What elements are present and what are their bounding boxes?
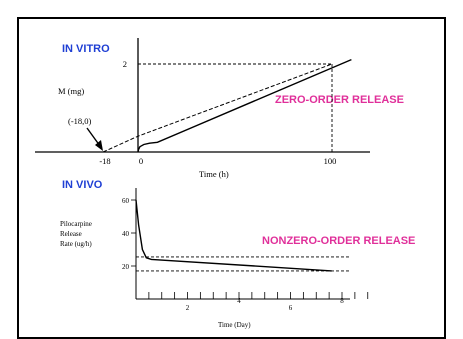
in-vivo-x-tick-label: 6 [289,304,293,312]
in-vivo-x-tick-label: 4 [237,297,241,305]
cumulative-release-line [137,58,352,153]
in-vitro-axes [35,38,370,153]
release-rate-line [135,199,332,272]
in-vitro-xlabel: Time (h) [199,169,229,179]
in-vivo-y-tick-label: 60 [122,197,130,205]
zero-order-release-label: ZERO-ORDER RELEASE [275,94,404,106]
in-vitro-title: IN VITRO [62,43,110,55]
in-vitro-x-tick-label: 0 [139,156,143,166]
in-vitro-y-tick-label: 2 [123,59,127,69]
in-vivo-chart: IN VIVO NONZERO-ORDER RELEASE Pilocarpin… [60,179,415,329]
in-vitro-chart: IN VITRO ZERO-ORDER RELEASE M (mg) Time … [35,38,404,179]
in-vivo-title: IN VIVO [62,179,103,191]
slide-border [17,17,446,339]
in-vivo-ylabel-line-2: Release [60,230,82,238]
in-vivo-ylabel-line-3: Rate (ug/h) [60,240,92,248]
nonzero-order-release-label: NONZERO-ORDER RELEASE [262,235,415,247]
in-vitro-ylabel: M (mg) [58,86,84,96]
point-label-neg18: (-18,0) [68,116,92,126]
in-vivo-y-tick-label: 20 [122,263,130,271]
in-vitro-x-tick-label: 100 [324,156,337,166]
in-vitro-x-tick-label: -18 [99,156,110,166]
in-vivo-x-tick-label: 8 [340,297,344,305]
in-vivo-x-tick-label: 2 [186,304,190,312]
in-vivo-y-tick-label: 40 [122,230,130,238]
extrapolated-release-line [102,63,333,153]
point-annotation-arrowhead [95,140,103,151]
in-vivo-xlabel: Time (Day) [218,321,251,329]
in-vivo-ylabel-line-1: Pilocarpine [60,220,92,228]
